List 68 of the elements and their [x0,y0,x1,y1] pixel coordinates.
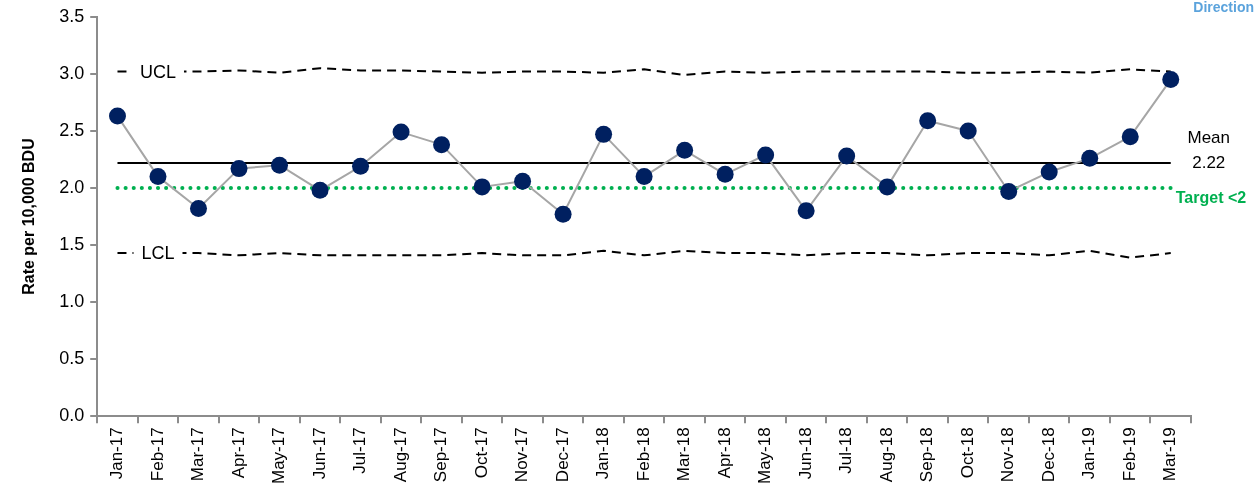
point [1040,163,1058,181]
series-label: LCL [141,243,175,264]
x-tick-label: Jun-17 [309,427,329,480]
x-tick-label: Sep-17 [431,427,451,483]
y-axis-title: Rate per 10,000 BDU [20,138,38,295]
point [1000,182,1018,200]
x-tick-label: Jan-19 [1079,427,1099,480]
point [554,205,572,223]
x-tick-label: Apr-17 [228,427,248,479]
point [878,178,896,196]
point [919,112,937,130]
x-tick-label: Apr-18 [714,427,734,479]
x-tick-label: Jul-18 [836,427,856,474]
x-tick-label: Feb-19 [1119,427,1139,482]
x-tick-label: Mar-18 [674,427,694,482]
x-tick-label: Aug-17 [390,427,410,483]
x-tick-label: Aug-18 [876,427,896,483]
x-tick-label: Sep-18 [917,427,937,483]
ref-line-label: Mean 2.22 [1187,127,1231,172]
point [149,168,167,186]
x-tick-label: Feb-17 [147,427,167,482]
x-tick-label: Oct-18 [957,427,977,479]
y-tick-label: 1.5 [59,234,85,255]
point [959,122,977,140]
series-label: UCL [139,61,176,82]
x-tick-label: Jun-18 [795,427,815,480]
x-tick-label: Mar-17 [188,427,208,482]
point [433,136,451,154]
x-tick-label: Mar-19 [1160,427,1180,482]
y-tick-label: 3.0 [59,62,85,83]
point [635,168,653,186]
point [108,107,126,125]
point [473,178,491,196]
point [757,146,775,164]
text: Direction [1193,0,1254,15]
point [271,156,289,174]
x-tick-label: Feb-18 [633,427,653,482]
x-tick-label: Jan-17 [107,427,127,480]
y-tick-label: 2.5 [59,119,85,140]
point [190,200,207,218]
point [595,125,613,143]
x-tick-label: Oct-17 [471,427,491,479]
x-tick-label: Nov-18 [998,427,1018,483]
ref-line-label: Target <2 [1175,189,1247,207]
point [230,160,248,178]
x-tick-label: Jan-18 [593,427,613,480]
x-tick-label: May-18 [755,427,775,484]
y-tick-label: 0.5 [59,348,85,369]
point [1081,149,1099,167]
x-tick-label: Nov-17 [512,427,532,483]
x-tick-label: May-17 [269,427,289,484]
y-tick-label: 1.0 [59,291,85,312]
point [838,147,856,165]
x-tick-label: Dec-17 [552,427,572,483]
point [1162,71,1180,89]
point [1121,128,1139,146]
point [676,141,694,159]
point [392,123,410,141]
point [311,181,329,199]
x-tick-label: Dec-18 [1038,427,1058,483]
y-tick-label: 2.0 [59,176,85,197]
x-tick-label: Jul-17 [350,427,370,474]
y-tick-label: 3.5 [59,5,85,26]
point [514,172,532,190]
point [352,157,370,175]
point [797,202,815,220]
point [716,165,734,183]
y-tick-label: 0.0 [59,405,85,426]
